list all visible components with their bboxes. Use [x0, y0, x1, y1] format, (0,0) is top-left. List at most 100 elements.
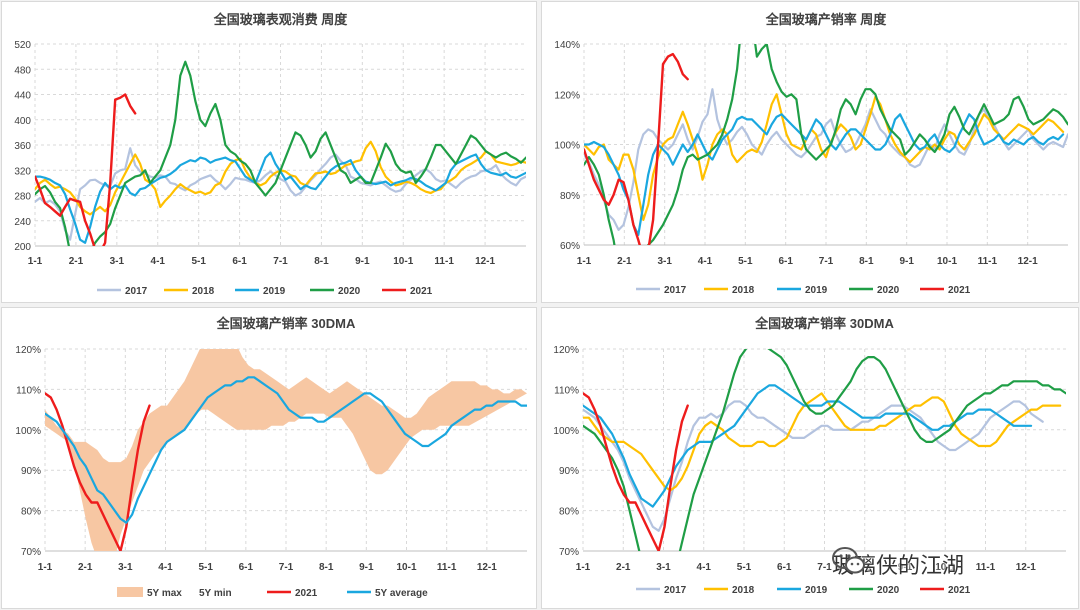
chart-svg-4: 全国玻璃产销率 30DMA 70% 80% 90% 100% 110% 120% 1-1 2-1…: [553, 316, 1066, 596]
band-5y-range: [45, 349, 527, 551]
x-tick-label: 2-1: [616, 562, 631, 573]
chart-title: 全国玻璃产销率 周度: [765, 12, 888, 27]
x-tick-label: 3-1: [110, 256, 125, 267]
y-tick-label: 120%: [553, 345, 579, 356]
series-line-2017: [584, 88, 1068, 231]
x-tick-label: 1-1: [28, 256, 43, 267]
plot-area: [45, 349, 527, 551]
series-line-2020: [584, 44, 1068, 245]
y-tick-label: 70%: [559, 547, 579, 558]
x-tick-label: 5-1: [737, 562, 752, 573]
y-tick-label: 90%: [559, 466, 579, 477]
x-tick-label: 10-1: [935, 562, 955, 573]
legend-label: 2017: [125, 286, 148, 297]
series-line-2019: [35, 151, 526, 244]
y-tick-label: 120%: [554, 90, 580, 101]
x-tick-label: 6-1: [777, 562, 792, 573]
y-tick-label: 100%: [553, 426, 579, 437]
chart-svg-2: 全国玻璃产销率 周度 60% 80% 100% 120% 140% 1-1 2-1 3-1 4-1…: [554, 12, 1068, 296]
series-line-2018: [584, 93, 1065, 221]
x-tick-label: 10-1: [393, 256, 413, 267]
x-tick-label: 1-1: [577, 256, 592, 267]
legend-label: 2020: [877, 285, 900, 296]
x-tick-label: 12-1: [1018, 256, 1038, 267]
x-tick-label: 8-1: [314, 256, 329, 267]
x-tick-label: 4-1: [158, 562, 173, 573]
x-tick-label: 11-1: [976, 562, 996, 573]
watermark: 玻璃侠的江湖: [832, 546, 964, 582]
x-tick-label: 8-1: [859, 256, 874, 267]
x-tick-label: 5-1: [198, 562, 213, 573]
series-line-5y-average: [45, 376, 527, 524]
x-tick-label: 6-1: [239, 562, 254, 573]
legend-label: 2017: [664, 585, 687, 596]
y-tick-label: 400: [14, 116, 31, 127]
chart-panel-30dma-band: 全国玻璃产销率 30DMA 70% 80% 90% 100% 110% 120% 1-1 2-1…: [1, 307, 537, 609]
chart-svg-3: 全国玻璃产销率 30DMA 70% 80% 90% 100% 110% 120% 1-1 2-1…: [15, 316, 527, 599]
y-tick-label: 200: [14, 242, 31, 253]
y-tick-label: 360: [14, 141, 31, 152]
y-tick-label: 110%: [16, 385, 41, 396]
x-tick-label: 9-1: [899, 256, 914, 267]
y-tick-label: 100%: [554, 141, 580, 152]
x-tick-label: 9-1: [359, 562, 374, 573]
legend-label: 2021: [948, 285, 971, 296]
x-tick-label: 1-1: [38, 562, 53, 573]
chart-title: 全国玻璃产销率 30DMA: [754, 316, 894, 331]
chart-panel-weekly-consumption: 全国玻璃表观消费 周度 200 240 280 320 360 400 440 480 520 1-…: [1, 1, 537, 303]
x-tick-label: 3-1: [118, 562, 133, 573]
x-tick-label: 2-1: [617, 256, 632, 267]
legend-label: 2020: [877, 585, 900, 596]
x-tick-label: 10-1: [937, 256, 957, 267]
y-tick-label: 90%: [21, 466, 41, 477]
x-tick-label: 11-1: [978, 256, 998, 267]
y-tick-label: 320: [14, 166, 31, 177]
x-tick-label: 7-1: [819, 256, 834, 267]
plot-area: [584, 44, 1068, 245]
x-tick-label: 11-1: [437, 562, 457, 573]
x-tick-label: 2-1: [78, 562, 93, 573]
x-tick-label: 1-1: [576, 562, 591, 573]
x-tick-label: 4-1: [697, 562, 712, 573]
x-tick-label: 4-1: [151, 256, 166, 267]
x-tick-label: 12-1: [477, 562, 497, 573]
x-tick-label: 5-1: [738, 256, 753, 267]
legend-label: 2018: [732, 585, 755, 596]
x-tick-label: 6-1: [232, 256, 247, 267]
legend-label: 5Y max: [147, 588, 182, 599]
legend-label: 2018: [732, 285, 755, 296]
legend-label: 2021: [948, 585, 971, 596]
x-tick-label: 7-1: [273, 256, 288, 267]
y-tick-label: 80%: [560, 191, 580, 202]
legend-label: 5Y min: [199, 588, 232, 599]
series-line-2017: [35, 147, 526, 241]
x-tick-label: 3-1: [656, 562, 671, 573]
legend-label: 5Y average: [375, 588, 428, 599]
x-tick-label: 5-1: [191, 256, 206, 267]
y-tick-label: 60%: [560, 241, 580, 252]
series-line-2021: [35, 93, 137, 246]
chart-title: 全国玻璃表观消费 周度: [213, 12, 349, 27]
series-line-2020: [35, 60, 526, 246]
x-tick-label: 8-1: [319, 562, 334, 573]
legend-label: 2019: [805, 285, 828, 296]
y-tick-label: 480: [14, 65, 31, 76]
chart-panel-weekly-sales-ratio: 全国玻璃产销率 周度 60% 80% 100% 120% 140% 1-1 2-1 3-1 4-1…: [541, 1, 1079, 303]
y-tick-label: 80%: [21, 507, 41, 518]
x-tick-label: 7-1: [279, 562, 294, 573]
legend-label: 2021: [295, 588, 318, 599]
plot-area: [35, 60, 526, 246]
y-tick-label: 140%: [554, 40, 580, 51]
x-tick-label: 12-1: [475, 256, 495, 267]
series-line-2021: [45, 392, 151, 551]
y-tick-label: 100%: [15, 426, 41, 437]
x-tick-label: 11-1: [434, 256, 454, 267]
series-line-2019: [584, 113, 1065, 236]
x-tick-label: 8-1: [858, 562, 873, 573]
x-tick-label: 6-1: [778, 256, 793, 267]
y-tick-label: 440: [14, 91, 31, 102]
legend-label: 2021: [410, 286, 433, 297]
legend-label: 2019: [805, 585, 828, 596]
x-tick-label: 12-1: [1016, 562, 1036, 573]
chart-svg-1: 全国玻璃表观消费 周度 200 240 280 320 360 400 440 480 520 1-…: [14, 12, 526, 297]
